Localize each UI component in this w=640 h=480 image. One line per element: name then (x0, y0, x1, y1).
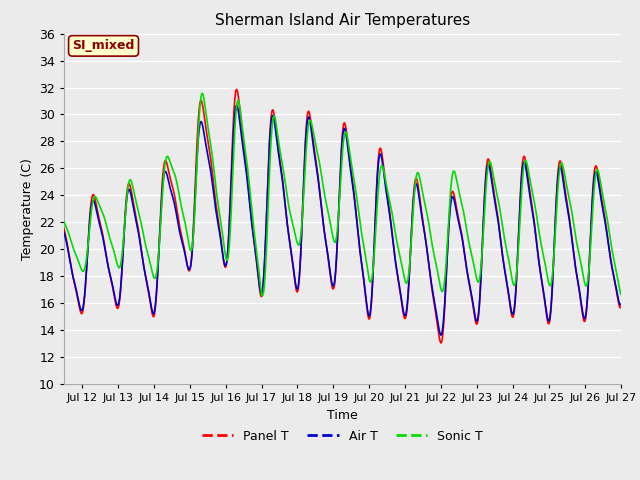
Air T (246, 209, 254, 215)
Panel T (170, 192, 178, 197)
Text: SI_mixed: SI_mixed (72, 39, 135, 52)
Air T (60, 229, 68, 235)
Sonic T (502, 245, 510, 251)
Line: Sonic T: Sonic T (64, 93, 621, 296)
Y-axis label: Temperature (C): Temperature (C) (20, 158, 33, 260)
Panel T (60, 226, 68, 231)
Sonic T (259, 293, 266, 299)
Sonic T (552, 228, 559, 234)
Air T (233, 102, 241, 108)
Air T (617, 301, 625, 307)
X-axis label: Time: Time (327, 408, 358, 421)
Air T (184, 264, 191, 270)
Sonic T (184, 235, 191, 241)
Air T (437, 332, 445, 338)
Panel T (429, 294, 437, 300)
Title: Sherman Island Air Temperatures: Sherman Island Air Temperatures (215, 13, 470, 28)
Sonic T (198, 90, 206, 96)
Sonic T (170, 170, 178, 176)
Panel T (184, 265, 191, 271)
Panel T (233, 86, 241, 92)
Panel T (502, 277, 510, 283)
Air T (429, 291, 437, 297)
Sonic T (429, 249, 437, 255)
Panel T (617, 305, 625, 311)
Sonic T (60, 219, 68, 225)
Air T (502, 276, 510, 282)
Legend: Panel T, Air T, Sonic T: Panel T, Air T, Sonic T (196, 425, 488, 448)
Panel T (246, 206, 254, 212)
Air T (170, 200, 178, 206)
Line: Panel T: Panel T (64, 89, 621, 343)
Panel T (552, 215, 559, 220)
Line: Air T: Air T (64, 105, 621, 335)
Sonic T (617, 291, 625, 297)
Air T (552, 217, 559, 223)
Panel T (437, 340, 445, 346)
Sonic T (246, 194, 254, 200)
